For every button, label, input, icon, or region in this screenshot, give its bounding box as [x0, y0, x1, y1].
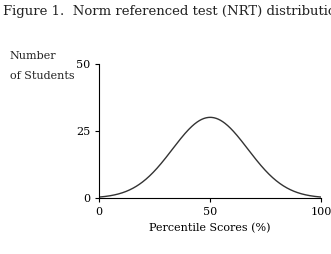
Text: of Students: of Students [10, 71, 74, 81]
Text: Figure 1.  Norm referenced test (NRT) distribution: Figure 1. Norm referenced test (NRT) dis… [3, 5, 331, 18]
Text: Number: Number [10, 51, 57, 61]
X-axis label: Percentile Scores (%): Percentile Scores (%) [149, 223, 271, 233]
